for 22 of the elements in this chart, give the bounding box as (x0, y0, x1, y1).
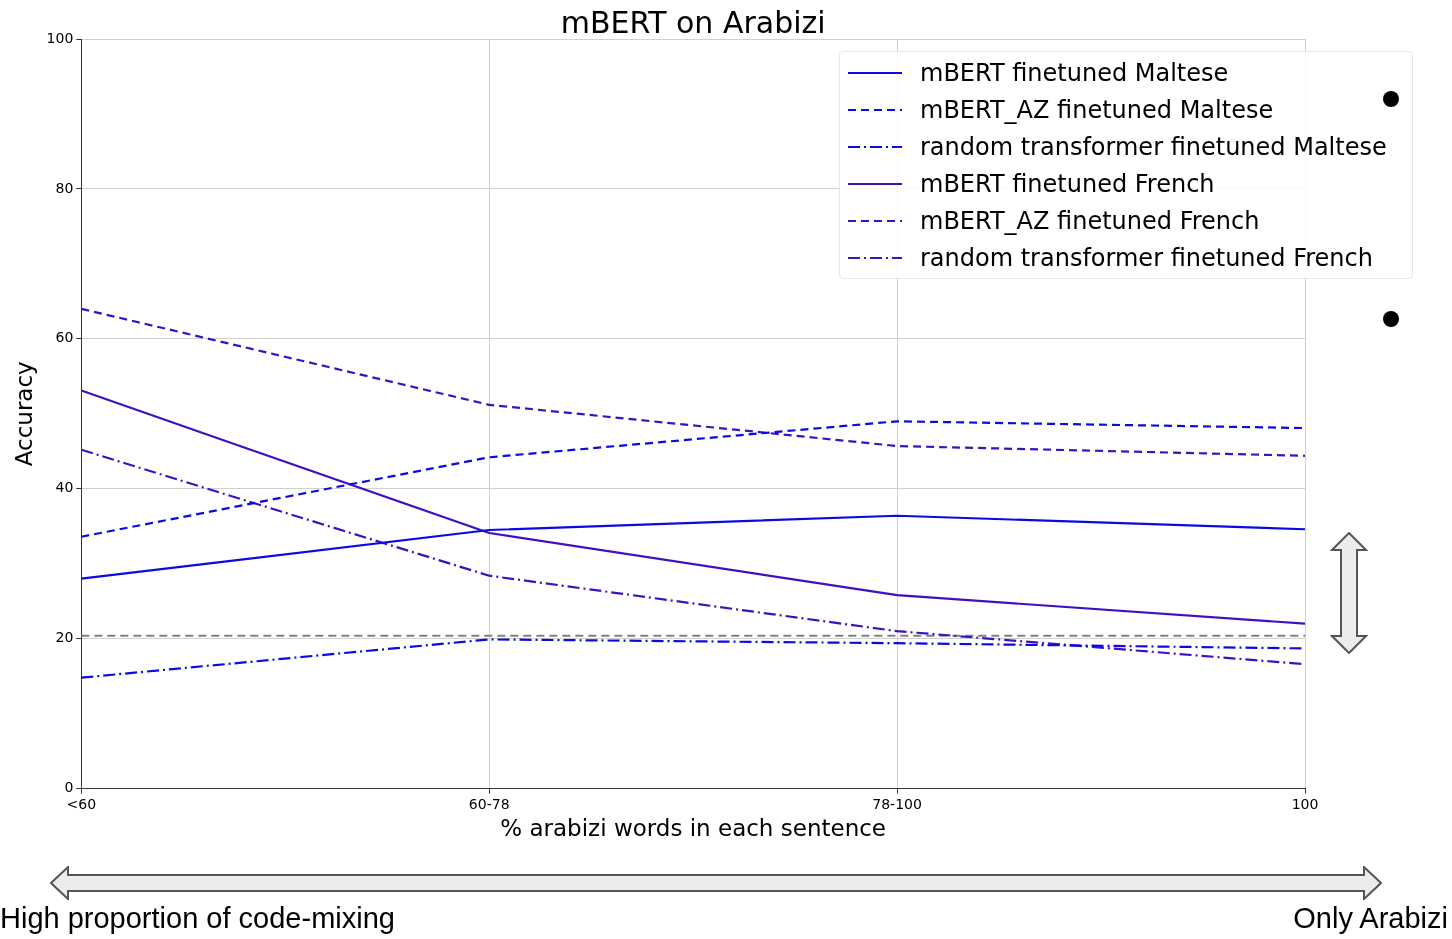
x-axis-title: % arabizi words in each sentence (500, 815, 887, 842)
text: High proportion of code-mixing (0, 902, 395, 935)
legend-label: mBERT_AZ finetuned French (920, 206, 1260, 235)
y-tick-label: 40 (55, 479, 74, 496)
y-tick-label: 100 (46, 29, 74, 46)
legend-label: random transformer finetuned Maltese (920, 132, 1387, 161)
y-tick-label: 0 (64, 779, 74, 796)
x-tick-label: 78-100 (872, 795, 922, 812)
legend-label: mBERT_AZ finetuned Maltese (920, 95, 1274, 124)
legend-label: random transformer finetuned French (920, 243, 1373, 272)
line-series (80, 307, 1307, 457)
x-tick-label: <60 (66, 795, 97, 812)
legend-label: mBERT finetuned French (920, 169, 1215, 198)
y-tick-label: 60 (55, 329, 74, 346)
y-tick-label: 20 (55, 629, 74, 646)
x-tick-label: 60-78 (468, 795, 510, 812)
y-tick-label: 80 (55, 179, 74, 196)
text: Only Arabizi (1293, 902, 1448, 935)
chart-title: mBERT on Arabizi (560, 4, 826, 40)
y-axis-title: Accuracy (10, 361, 37, 467)
x-tick-label: 100 (1291, 795, 1319, 812)
legend-label: mBERT finetuned Maltese (920, 58, 1229, 87)
